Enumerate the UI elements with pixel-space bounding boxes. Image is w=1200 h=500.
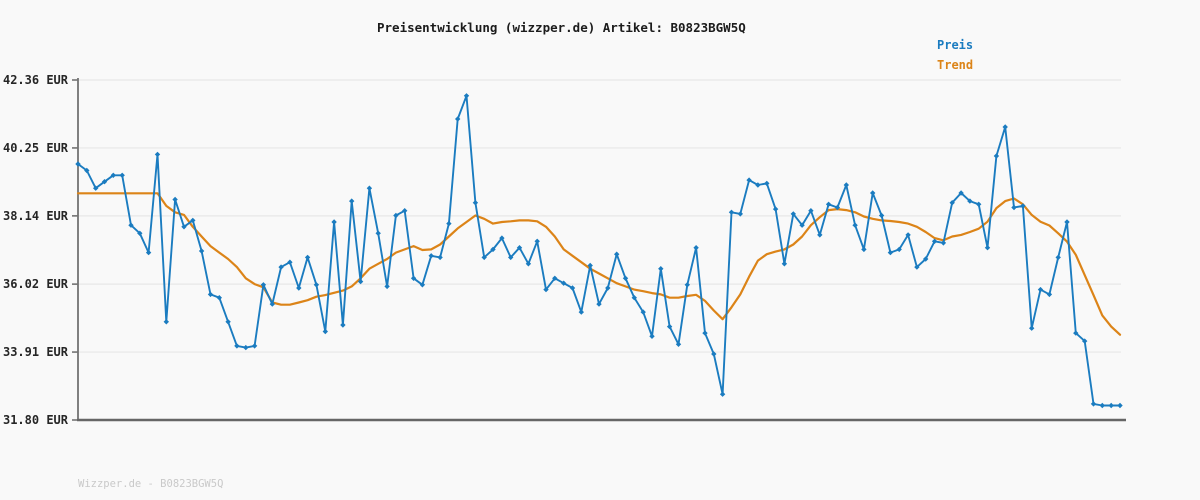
price-markers [75, 93, 1123, 409]
y-tick-label: 40.25 EUR [3, 141, 69, 155]
y-tick-label: 31.80 EUR [3, 413, 69, 427]
y-tick-label: 33.91 EUR [3, 345, 69, 359]
watermark: Wizzper.de - B0823BGW5Q [78, 478, 224, 490]
y-tick-label: 36.02 EUR [3, 277, 69, 291]
legend-item-preis: Preis [937, 38, 974, 52]
chart-legend: Preis Trend [937, 39, 973, 72]
y-tick-label: 42.36 EUR [3, 73, 69, 87]
legend-item-trend: Trend [937, 58, 974, 72]
price-line [77, 94, 1121, 407]
chart-title: Preisentwicklung (wizzper.de) Artikel: B… [377, 20, 746, 35]
trend-line [76, 192, 1122, 336]
y-tick-label: 38.14 EUR [3, 209, 69, 223]
